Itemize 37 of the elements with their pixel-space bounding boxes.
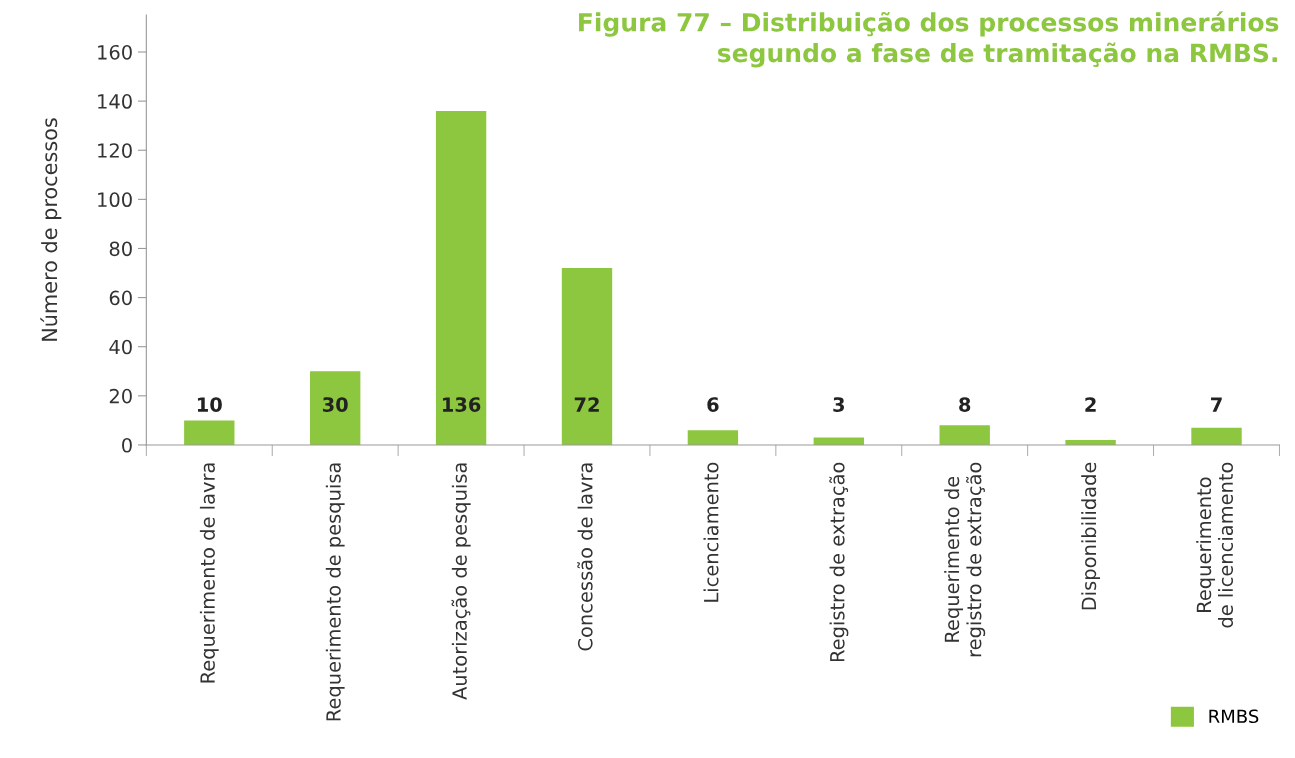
data-label: 7 bbox=[1211, 397, 1222, 412]
data-label: 136 bbox=[442, 397, 481, 412]
data-label: 8 bbox=[959, 397, 971, 412]
x-tick-label: Registro de extração bbox=[829, 462, 849, 662]
y-tick-label: 0 bbox=[122, 437, 132, 453]
bar bbox=[1191, 427, 1242, 445]
bar bbox=[939, 425, 990, 445]
y-tick-label: 120 bbox=[98, 143, 132, 158]
data-label: 30 bbox=[322, 397, 348, 412]
y-tick-label: 40 bbox=[109, 339, 132, 355]
data-label: 72 bbox=[574, 397, 599, 412]
chart-title: Figura 77 – Distribuição dos processos minerários segundo a fase de tramitação na RMBS. bbox=[579, 11, 1279, 68]
data-label: 3 bbox=[833, 397, 845, 412]
x-tick-label: Licenciamento bbox=[703, 462, 719, 602]
y-tick-label: 80 bbox=[109, 241, 132, 257]
x-tick-label: Autorização de pesquisa bbox=[451, 463, 471, 700]
bar bbox=[310, 371, 361, 445]
bar bbox=[561, 268, 613, 445]
data-label: 10 bbox=[197, 397, 222, 412]
bar bbox=[687, 430, 739, 445]
x-tick-label: Requerimento de pesquisa bbox=[325, 463, 345, 721]
bar bbox=[435, 110, 487, 445]
x-tick-label: Requerimento de licenciamento bbox=[1196, 462, 1234, 628]
x-tick-label: Disponibilidade bbox=[1081, 462, 1101, 610]
bar bbox=[184, 420, 235, 445]
data-label: 6 bbox=[707, 397, 719, 412]
x-tick-label: Concessão de lavra bbox=[577, 463, 593, 651]
x-tick-label: Requerimento de registro de extração bbox=[944, 462, 986, 657]
y-tick-label: 140 bbox=[98, 94, 132, 109]
y-tick-label: 60 bbox=[109, 290, 132, 306]
x-tick-label: Requerimento de lavra bbox=[199, 463, 219, 683]
y-tick-label: 100 bbox=[98, 192, 132, 208]
data-label: 2 bbox=[1085, 397, 1096, 412]
y-tick-label: 160 bbox=[98, 44, 132, 60]
y-tick-label: 20 bbox=[109, 388, 132, 404]
y-axis-title: Número de processos bbox=[40, 118, 62, 341]
legend-label: RMBS bbox=[1209, 709, 1259, 724]
